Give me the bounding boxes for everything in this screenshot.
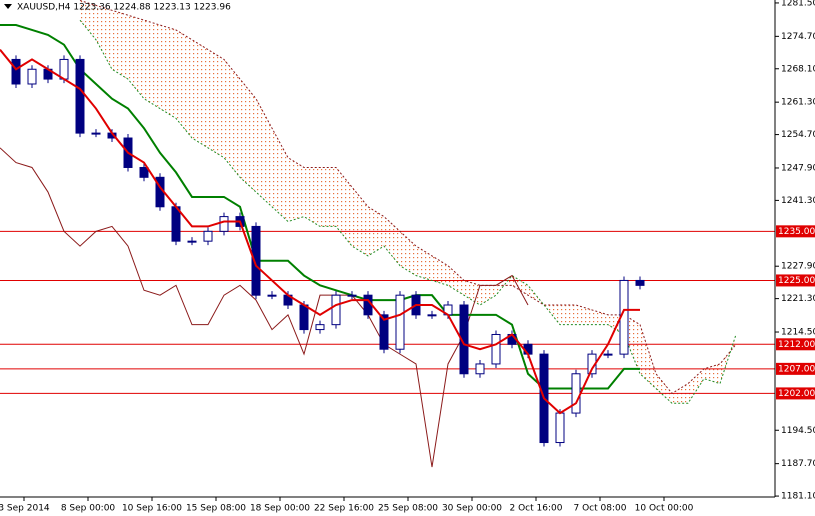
series-line <box>79 19 737 404</box>
series-line <box>0 147 529 468</box>
y-tick-label: 1181.10 <box>781 492 815 502</box>
level-label: 1225.00 <box>778 276 815 286</box>
series-line <box>0 48 640 415</box>
candle-body <box>571 373 581 414</box>
series-line <box>0 24 640 390</box>
candle-body <box>203 230 213 242</box>
level-label-bg <box>776 387 815 400</box>
level-label: 1235.00 <box>778 227 815 237</box>
menu-arrow[interactable] <box>4 4 12 9</box>
x-tick-label: 15 Sep 08:00 <box>186 504 246 514</box>
candle-body <box>603 353 613 356</box>
x-tick-label: 18 Sep 00:00 <box>250 504 310 514</box>
y-tick-label: 1194.50 <box>781 426 815 436</box>
level-label: 1207.00 <box>778 364 815 374</box>
candle-body <box>299 304 309 331</box>
x-tick-label: 7 Oct 08:00 <box>574 504 627 514</box>
candle-body <box>475 363 485 375</box>
level-label: 1212.00 <box>778 340 815 350</box>
candle-body <box>315 324 325 331</box>
y-tick-label: 1274.70 <box>781 32 815 42</box>
y-tick-label: 1187.70 <box>781 459 815 469</box>
y-tick-label: 1254.70 <box>781 130 815 140</box>
y-tick-label: 1214.50 <box>781 328 815 338</box>
candle-body <box>331 294 341 326</box>
x-tick-label: 10 Oct 00:00 <box>635 504 694 514</box>
level-label-bg <box>776 274 815 287</box>
candle-body <box>91 132 101 135</box>
candle-body <box>379 314 389 350</box>
candle-body <box>555 412 565 444</box>
candle-body <box>59 58 69 80</box>
plot-area <box>0 0 775 468</box>
x-tick-label: 22 Sep 16:00 <box>314 504 374 514</box>
x-tick-label: 2 Oct 16:00 <box>510 504 563 514</box>
candle-body <box>187 240 197 243</box>
candle-body <box>139 166 149 178</box>
x-tick-label: 8 Sep 00:00 <box>61 504 116 514</box>
x-tick-label: 25 Sep 08:00 <box>378 504 438 514</box>
candle-body <box>11 58 21 85</box>
candle-body <box>635 279 645 286</box>
level-label: 1202.00 <box>778 389 815 399</box>
candle-body <box>395 294 405 350</box>
cloud-fill <box>80 0 736 404</box>
x-tick-label: 3 Sep 2014 <box>0 504 50 514</box>
candle-body <box>219 216 229 232</box>
y-tick-label: 1247.90 <box>781 163 815 173</box>
candle-body <box>27 68 37 85</box>
y-tick-label: 1268.10 <box>781 64 815 74</box>
candle-body <box>459 304 469 375</box>
candle-body <box>171 206 181 242</box>
candle-body <box>347 294 357 297</box>
level-label-bg <box>776 225 815 238</box>
y-tick-label: 1281.50 <box>781 0 815 8</box>
candle-body <box>75 58 85 134</box>
y-tick-label: 1221.30 <box>781 294 815 304</box>
chart-title: XAUUSD,H4 1223.36 1224.88 1223.13 1223.9… <box>17 3 231 13</box>
x-tick-label: 30 Sep 00:00 <box>442 504 502 514</box>
y-tick-label: 1261.30 <box>781 98 815 108</box>
candle-body <box>427 314 437 317</box>
candle-body <box>491 333 501 365</box>
level-label-bg <box>776 362 815 375</box>
x-tick-label: 10 Sep 16:00 <box>122 504 182 514</box>
level-label-bg <box>776 338 815 351</box>
candle-body <box>251 225 261 296</box>
candle-body <box>267 294 277 297</box>
y-tick-label: 1241.30 <box>781 196 815 206</box>
y-tick-label: 1227.90 <box>781 262 815 272</box>
